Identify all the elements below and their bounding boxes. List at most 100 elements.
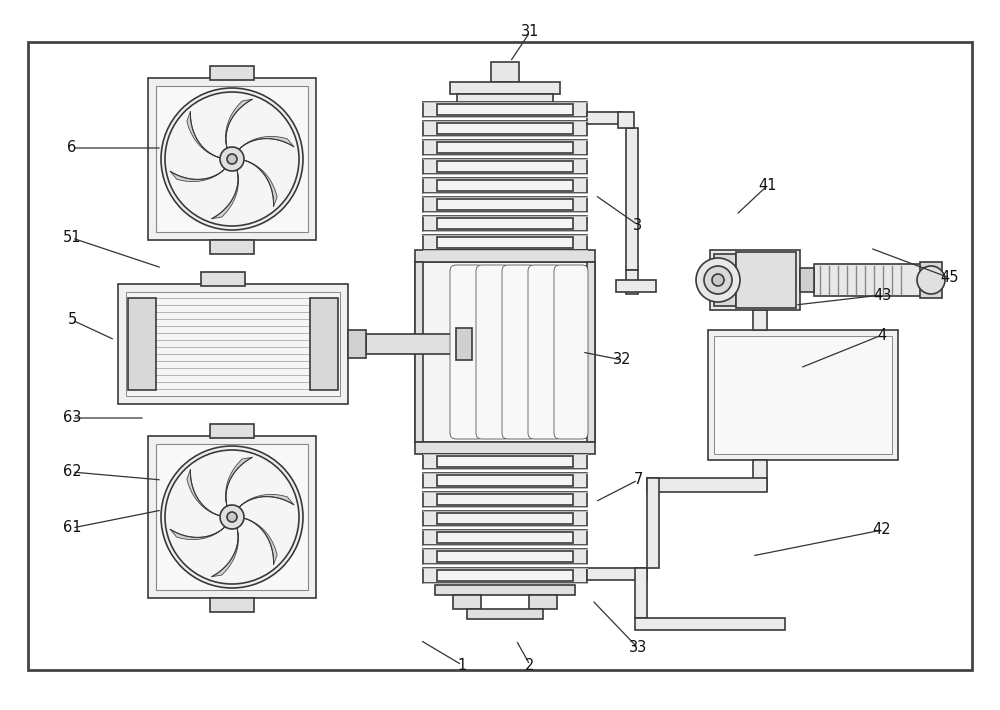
Bar <box>529 595 557 609</box>
Bar <box>128 298 156 390</box>
Bar <box>437 513 573 524</box>
Bar <box>635 568 647 618</box>
Bar <box>507 270 531 434</box>
Polygon shape <box>244 518 277 564</box>
Bar <box>423 473 587 488</box>
Bar <box>156 444 308 590</box>
Bar <box>647 478 659 568</box>
Bar <box>126 292 340 396</box>
Bar <box>437 551 573 562</box>
Polygon shape <box>170 527 225 540</box>
Text: 31: 31 <box>521 25 539 40</box>
Bar <box>453 595 481 609</box>
Bar <box>587 112 622 124</box>
Text: 45: 45 <box>941 271 959 285</box>
Bar <box>467 609 543 619</box>
Bar <box>423 492 587 507</box>
Bar <box>708 330 898 460</box>
Bar <box>310 298 338 390</box>
FancyBboxPatch shape <box>502 265 536 439</box>
Bar <box>920 262 942 298</box>
Bar <box>210 424 254 438</box>
Bar <box>437 532 573 543</box>
FancyBboxPatch shape <box>450 265 484 439</box>
Bar <box>437 570 573 581</box>
Circle shape <box>696 258 740 302</box>
Text: 6: 6 <box>67 141 77 155</box>
Polygon shape <box>226 99 252 148</box>
Bar <box>587 262 595 442</box>
Bar <box>28 42 972 670</box>
Polygon shape <box>239 494 294 507</box>
Bar <box>626 128 638 270</box>
Bar <box>148 436 316 598</box>
Bar <box>423 140 587 155</box>
Text: 42: 42 <box>873 523 891 537</box>
Circle shape <box>704 266 732 294</box>
Bar <box>437 104 573 115</box>
Polygon shape <box>170 169 225 182</box>
Circle shape <box>165 92 299 226</box>
Text: 62: 62 <box>63 464 81 479</box>
Bar <box>814 264 924 296</box>
Bar <box>435 585 575 595</box>
Bar <box>616 280 656 292</box>
Bar <box>736 252 796 308</box>
Bar <box>800 268 814 292</box>
Circle shape <box>917 266 945 294</box>
Circle shape <box>227 512 237 522</box>
Bar <box>437 123 573 134</box>
Bar <box>437 237 573 248</box>
Bar <box>437 218 573 229</box>
Text: 7: 7 <box>633 472 643 488</box>
Text: 43: 43 <box>873 288 891 302</box>
Text: 5: 5 <box>67 312 77 327</box>
Text: 2: 2 <box>525 657 535 672</box>
Bar <box>423 178 587 193</box>
Bar <box>626 270 638 294</box>
Bar <box>455 270 479 434</box>
Polygon shape <box>187 470 220 515</box>
Bar <box>201 272 245 286</box>
Bar <box>210 240 254 254</box>
Circle shape <box>161 88 303 230</box>
Text: 61: 61 <box>63 520 81 535</box>
Bar <box>415 262 423 442</box>
Bar <box>753 460 767 490</box>
Text: 4: 4 <box>877 327 887 342</box>
Polygon shape <box>212 170 238 219</box>
Bar <box>635 618 785 630</box>
Bar <box>423 197 587 212</box>
Bar <box>457 94 553 102</box>
FancyBboxPatch shape <box>528 265 562 439</box>
Text: 63: 63 <box>63 410 81 425</box>
Bar <box>423 511 587 526</box>
Bar <box>423 568 587 583</box>
Bar <box>618 112 634 128</box>
Bar <box>210 598 254 612</box>
Text: 1: 1 <box>457 657 467 672</box>
Polygon shape <box>244 160 277 207</box>
FancyBboxPatch shape <box>554 265 588 439</box>
Bar <box>587 568 647 580</box>
Bar <box>491 62 519 82</box>
Polygon shape <box>187 111 220 158</box>
Bar <box>481 270 505 434</box>
FancyBboxPatch shape <box>476 265 510 439</box>
Bar <box>450 82 560 94</box>
Circle shape <box>220 505 244 529</box>
Text: 51: 51 <box>63 231 81 246</box>
Bar <box>366 334 466 354</box>
Bar <box>714 336 892 454</box>
Bar <box>456 328 472 360</box>
Polygon shape <box>212 528 238 577</box>
Circle shape <box>161 446 303 588</box>
Bar <box>423 216 587 231</box>
Bar <box>423 235 587 250</box>
Bar <box>423 530 587 545</box>
Bar <box>437 180 573 191</box>
Bar <box>437 494 573 505</box>
Text: 3: 3 <box>633 217 643 232</box>
Bar <box>559 270 583 434</box>
Bar <box>423 159 587 174</box>
